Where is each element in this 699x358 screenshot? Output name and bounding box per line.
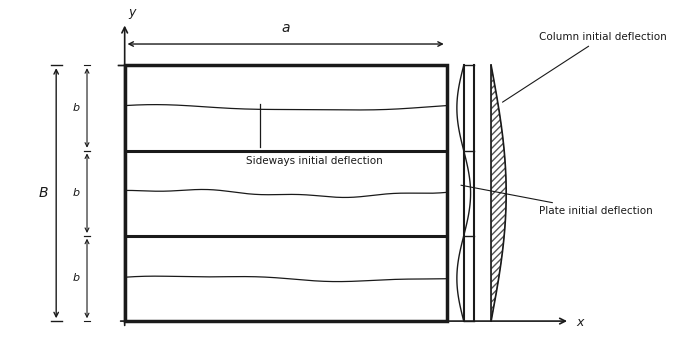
Text: B: B [39,186,49,200]
Bar [124,65,447,321]
Text: b: b [73,103,80,113]
Text: b: b [73,188,80,198]
Text: x: x [577,316,584,329]
Text: Column initial deflection: Column initial deflection [503,32,667,102]
Text: Sideways initial deflection: Sideways initial deflection [246,156,383,166]
Text: a: a [282,21,290,35]
Text: Plate initial deflection: Plate initial deflection [461,185,653,216]
Text: y: y [128,6,136,19]
Text: b: b [73,274,80,284]
